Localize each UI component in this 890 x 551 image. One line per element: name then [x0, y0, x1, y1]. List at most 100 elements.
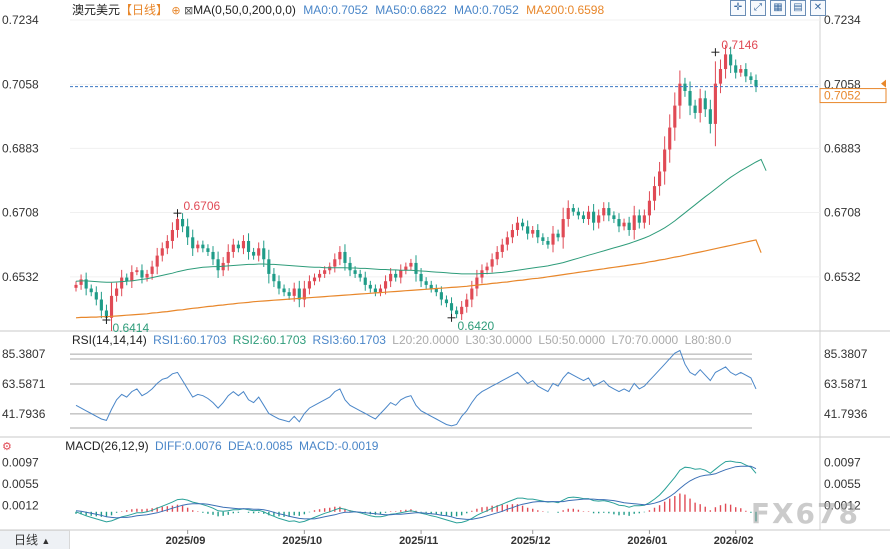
candle-body [744, 69, 748, 77]
chart-toolbar: ✛ ⤢ ▦ ▤ ✕ [730, 0, 826, 16]
candle-body [394, 273, 398, 278]
candle-body [617, 219, 621, 227]
candle-body [373, 288, 377, 293]
x-tick-label: 2025/11 [399, 535, 438, 547]
rsi-axis-left-label: 41.7936 [2, 407, 46, 421]
crosshair-icon[interactable]: ✛ [730, 0, 746, 16]
price-axis-right-label: 0.6532 [824, 270, 861, 284]
ma200-value: MA200:0.6598 [526, 3, 605, 17]
candle-body [424, 281, 428, 285]
candle-body [749, 76, 753, 80]
price-axis-left-label: 0.6532 [2, 270, 39, 284]
close-icon[interactable]: ✕ [810, 0, 826, 16]
candle-body [333, 259, 337, 267]
candle-body [246, 240, 251, 252]
candle-body [211, 251, 215, 260]
candle-body [257, 248, 261, 256]
rsi-l20: L20:20.0000 [392, 333, 459, 347]
candle-body [515, 222, 520, 230]
candle-body [74, 284, 78, 288]
candle-body [637, 215, 641, 223]
candle-body [409, 262, 413, 267]
candle-body [145, 273, 149, 278]
candle-body [475, 277, 479, 289]
chevron-up-icon: ▲ [41, 536, 51, 546]
period-tab-daily[interactable]: 日线 ▲ [0, 530, 70, 549]
candle-body [622, 222, 626, 227]
candle-body [262, 248, 266, 260]
period-tag[interactable]: 【日线】 [120, 3, 169, 17]
candle-body [267, 259, 271, 274]
candle-body [718, 69, 723, 84]
main-legend: 澳元美元【日线】 ⊕ ⊠MA(0,50,0,200,0,0) MA0:0.705… [72, 2, 604, 19]
current-price-tag [819, 88, 887, 104]
candle-body [241, 240, 246, 249]
rsi-line [75, 349, 757, 427]
candle-body [328, 266, 332, 271]
rsi-l70: L70:70.0000 [611, 333, 679, 347]
candle-body [89, 288, 93, 293]
candle-body [343, 251, 347, 263]
candle-body [668, 127, 672, 150]
rsi-l30: L30:30.0000 [465, 333, 533, 347]
candle-body [79, 279, 83, 285]
x-tick-label: 2025/12 [511, 535, 551, 547]
candle-body [186, 226, 190, 238]
bars-icon[interactable]: ▤ [790, 0, 806, 16]
candle-body [206, 248, 210, 252]
candle-body [647, 200, 652, 216]
price-arrow-icon [881, 79, 886, 88]
high-label: 0.7146 [721, 38, 758, 52]
candle-body [196, 244, 200, 249]
candle-body [566, 208, 570, 220]
candle-body [500, 244, 504, 252]
candle-body [292, 288, 296, 296]
candle-body [353, 270, 357, 274]
price-axis-left-label: 0.7234 [2, 13, 39, 27]
candle-body [307, 281, 312, 289]
ma-spec: MA(0,50,0,200,0,0) [193, 3, 296, 17]
candle-body [252, 251, 256, 256]
ma50-line [75, 158, 767, 283]
rsi-legend: RSI(14,14,14) RSI1:60.1703 RSI2:60.1703 … [72, 332, 731, 348]
candle-body [495, 251, 499, 260]
candle-body [444, 299, 449, 304]
price-axis-right-label: 0.6883 [824, 141, 861, 155]
rsi1-value: RSI1:60.1703 [153, 333, 227, 347]
expand-icon[interactable]: ⤢ [750, 0, 766, 16]
candle-body [368, 284, 372, 289]
price-panel: 0.6414 0.6706 0.6420 0.7146 [70, 19, 820, 335]
macd-legend: ⚙ MACD(26,12,9) DIFF:0.0076 DEA:0.0085 M… [2, 438, 378, 455]
candle-body [607, 208, 611, 216]
candle-body [455, 310, 459, 315]
rsi-axis-right-label: 85.3807 [824, 347, 868, 361]
grid-icon[interactable]: ▦ [770, 0, 786, 16]
candle-body [302, 288, 306, 300]
price-axis-left-label: 0.6708 [2, 205, 39, 219]
candle-body [236, 244, 240, 249]
settings-icon[interactable]: ⊕ [171, 5, 181, 17]
candle-body [470, 288, 474, 300]
candle-body [216, 259, 220, 271]
candle-body [94, 292, 98, 300]
x-tick-label: 2025/10 [282, 535, 322, 547]
rsi-axis-left-label: 85.3807 [2, 347, 46, 361]
macd-axis-left-label: 0.0097 [2, 456, 39, 470]
candle-body [698, 98, 702, 113]
candle-body [115, 288, 119, 296]
candle-body [658, 171, 662, 187]
candle-body [693, 105, 697, 113]
candle-body [165, 240, 169, 249]
candle-body [109, 295, 114, 318]
candle-body [754, 80, 758, 87]
ma0-value: MA0:0.7052 [303, 3, 368, 17]
candle-body [272, 273, 276, 282]
candle-body [449, 303, 454, 311]
macd-value: MACD:-0.0019 [299, 439, 379, 453]
current-price-tag-label: 0.7052 [824, 89, 861, 103]
candle-body [130, 272, 134, 282]
candle-body [312, 277, 317, 282]
indicator-icon[interactable]: ⊠ [183, 5, 194, 17]
macd-settings-icon[interactable]: ⚙ [2, 441, 12, 453]
